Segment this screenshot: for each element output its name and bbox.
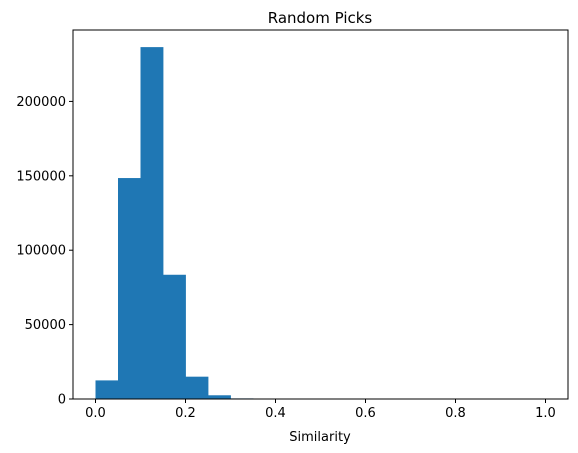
x-tick-label: 0.2 <box>175 406 196 421</box>
x-tick-label: 0.6 <box>355 406 376 421</box>
histogram-bar <box>163 274 186 399</box>
chart-title: Random Picks <box>268 9 373 27</box>
plot-frame <box>72 29 569 400</box>
histogram-bar <box>185 376 209 399</box>
y-axis-ticks: 0 50000 100000 150000 200000 <box>16 95 73 408</box>
x-tick-label: 1.0 <box>535 406 556 421</box>
y-tick-label: 150000 <box>16 169 66 184</box>
y-tick-label: 0 <box>58 393 66 408</box>
histogram-bar <box>118 178 141 399</box>
bars-group <box>95 47 321 400</box>
x-tick-label: 0.4 <box>265 406 286 421</box>
histogram-bar <box>140 47 164 400</box>
x-axis-ticks: 0.0 0.2 0.4 0.6 0.8 1.0 <box>85 399 556 421</box>
x-axis-label: Similarity <box>289 430 351 445</box>
y-tick-label: 50000 <box>25 318 66 333</box>
x-tick-label: 0.0 <box>85 406 106 421</box>
x-tick-label: 0.8 <box>445 406 466 421</box>
y-tick-label: 100000 <box>16 244 66 259</box>
histogram-bar <box>95 380 119 399</box>
y-tick-label: 200000 <box>16 95 66 110</box>
histogram-bar <box>208 395 231 399</box>
